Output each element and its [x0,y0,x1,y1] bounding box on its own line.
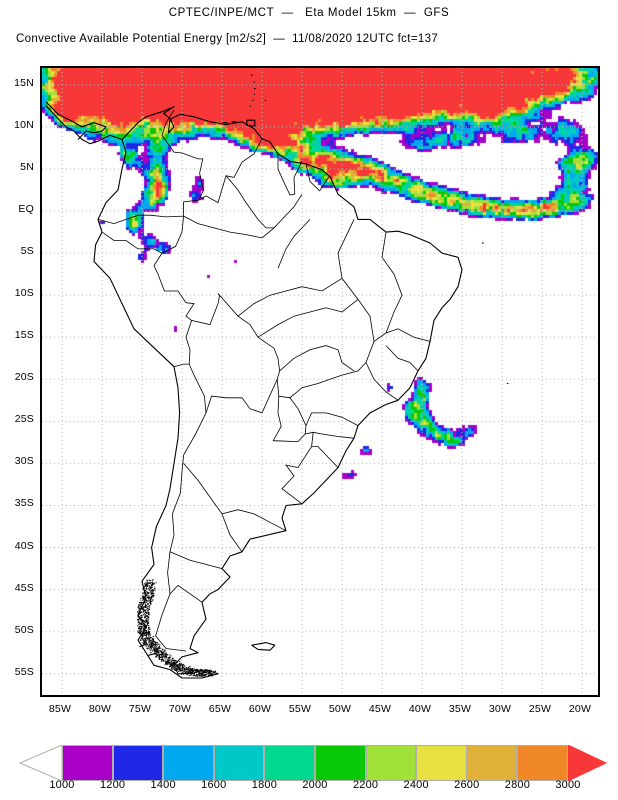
y-tick-label: 50S [14,623,34,636]
colorbar-band [315,745,366,781]
x-tick-label: 35W [448,703,472,715]
y-tick-label: 10S [14,287,34,300]
y-tick-label: 40S [14,539,34,552]
x-tick-label: 75W [128,703,152,715]
y-tick-label: 10N [14,118,34,131]
x-tick-label: 40W [408,703,432,715]
y-tick-label: 35S [14,497,34,510]
colorbar-tick-label: 2600 [454,779,480,791]
colorbar-band [264,745,315,781]
y-tick-label: 5N [20,160,34,173]
chart-subtitle: Convective Available Potential Energy [m… [16,33,439,45]
x-tick-label: 65W [208,703,232,715]
fjord-texture [136,579,217,677]
colorbar-tick-label: 2200 [352,779,379,791]
colorbar-band [517,745,568,781]
x-tick-label: 80W [88,703,112,715]
cape-field-raster [42,68,598,695]
gridlines [42,68,598,695]
coastline-overlay [42,68,598,695]
y-tick-label: 30S [14,455,34,468]
colorbar-tick-label: 2800 [504,779,531,791]
x-tick-label: 85W [48,703,72,715]
y-tick-label: EQ [18,203,34,216]
y-tick-label: 15S [14,329,34,342]
x-tick-label: 45W [368,703,392,715]
y-tick-label: 55S [14,665,34,678]
x-tick-label: 30W [488,703,512,715]
y-tick-label: 5S [20,245,34,258]
colorbar-band [365,745,417,781]
colorbar-tick-label: 2000 [302,779,328,791]
x-tick-label: 25W [528,703,552,715]
colorbar-tick-label: 1600 [201,779,227,791]
x-tick-label: 20W [568,703,592,715]
colorbar-band [163,745,214,781]
colorbar-tick-label: 3000 [555,779,581,791]
colorbar-tick-label: 1400 [150,779,176,791]
coastlines [45,68,509,679]
map-plot-area [40,66,600,697]
y-tick-label: 20S [14,371,34,384]
x-tick-label: 70W [168,703,192,715]
colorbar-tick-label: 1000 [49,779,75,791]
colorbar-tick-label: 1800 [251,779,278,791]
y-tick-label: 15N [14,76,34,89]
y-tick-label: 25S [14,413,34,426]
x-tick-label: 50W [328,703,352,715]
x-tick-label: 60W [248,703,272,715]
colorbar: 1000 1200 1400 1600 1800 2000 2200 2400 2600 2800… [0,745,618,800]
colorbar-tick-label: 1200 [99,779,126,791]
colorbar-band [112,745,164,781]
colorbar-band [62,745,113,781]
colorbar-tick-label: 2400 [403,779,429,791]
page-title: CPTEC/INPE/MCT — Eta Model 15km — GFS [168,7,450,19]
colorbar-band [213,745,265,781]
political-borders [97,109,431,652]
y-tick-label: 45S [14,581,34,594]
colorbar-band [416,745,467,781]
x-tick-label: 55W [288,703,312,715]
colorbar-band [466,745,518,781]
